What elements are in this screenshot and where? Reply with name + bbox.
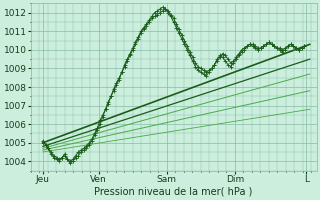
X-axis label: Pression niveau de la mer( hPa ): Pression niveau de la mer( hPa ): [94, 187, 253, 197]
